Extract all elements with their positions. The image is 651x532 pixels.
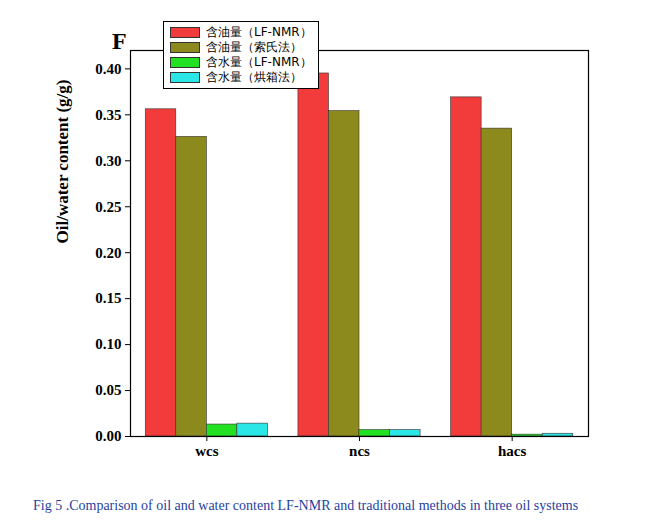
svg-text:0.10: 0.10 [95, 336, 121, 352]
svg-text:0.15: 0.15 [95, 290, 121, 306]
html-text:Fig 5 .Comparison of oil and w: Fig 5 .Comparison of oil and water conte… [33, 498, 579, 513]
html-text:含水量（LF-NMR）: 含水量（LF-NMR） [206, 55, 312, 69]
svg-text:0.25: 0.25 [95, 199, 121, 215]
svg-text:hacs: hacs [498, 443, 526, 459]
svg-text:0.20: 0.20 [95, 244, 121, 260]
svg-text:0.00: 0.00 [95, 428, 121, 444]
html-text:F: F [112, 28, 127, 54]
svg-text:0.40: 0.40 [95, 61, 121, 77]
svg-text:0.35: 0.35 [95, 107, 121, 123]
svg-text:0.30: 0.30 [95, 153, 121, 169]
html-text:含水量（烘箱法）: 含水量（烘箱法） [206, 70, 302, 84]
html-text:含油量（索氏法）: 含油量（索氏法） [206, 40, 302, 54]
svg-text:Oil/water content (g/g): Oil/water content (g/g) [53, 80, 72, 244]
svg-text:ncs: ncs [349, 443, 370, 459]
svg-text:0.05: 0.05 [95, 382, 121, 398]
svg-text:wcs: wcs [195, 443, 218, 459]
html-text:含油量（LF-NMR）: 含油量（LF-NMR） [206, 25, 312, 39]
